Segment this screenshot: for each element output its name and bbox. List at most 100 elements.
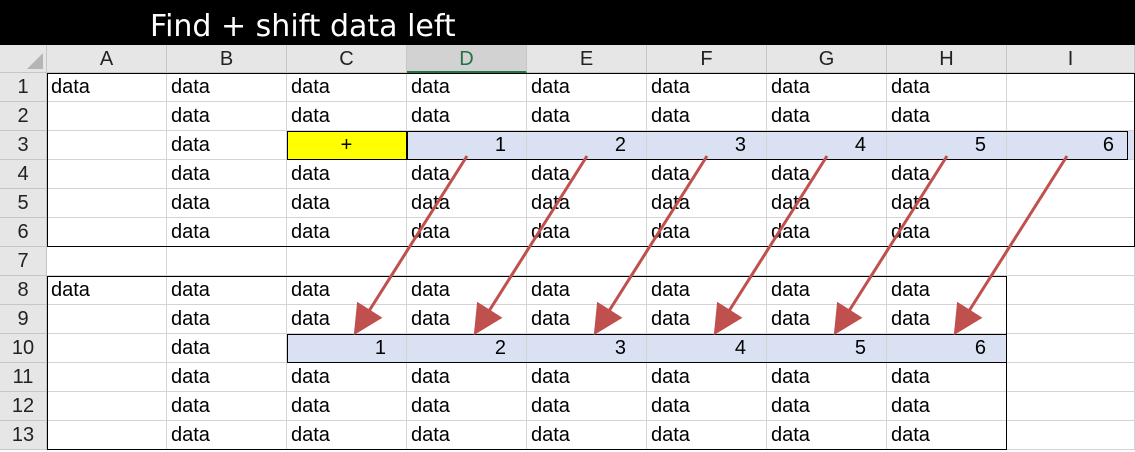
cell-a13[interactable] — [47, 421, 167, 450]
cell-e13[interactable]: data — [527, 421, 647, 450]
cell-c10[interactable]: 1 — [287, 334, 407, 363]
cell-c8[interactable]: data — [287, 276, 407, 305]
cell-e9[interactable]: data — [527, 305, 647, 334]
cell-b10[interactable]: data — [167, 334, 287, 363]
cell-c3[interactable]: + — [287, 131, 407, 160]
cell-d13[interactable]: data — [407, 421, 527, 450]
cell-g1[interactable]: data — [767, 73, 887, 102]
row-header-9[interactable]: 9 — [0, 305, 47, 334]
cell-h12[interactable]: data — [887, 392, 1007, 421]
cell-g11[interactable]: data — [767, 363, 887, 392]
cell-g7[interactable] — [767, 247, 887, 276]
row-header-8[interactable]: 8 — [0, 276, 47, 305]
cell-g2[interactable]: data — [767, 102, 887, 131]
cell-i13[interactable] — [1007, 421, 1135, 450]
cell-e2[interactable]: data — [527, 102, 647, 131]
cell-e10[interactable]: 3 — [527, 334, 647, 363]
cell-i9[interactable] — [1007, 305, 1135, 334]
cell-b11[interactable]: data — [167, 363, 287, 392]
cell-i7[interactable] — [1007, 247, 1135, 276]
cell-c7[interactable] — [287, 247, 407, 276]
cell-a2[interactable] — [47, 102, 167, 131]
column-header-f[interactable]: F — [647, 45, 767, 73]
cell-f1[interactable]: data — [647, 73, 767, 102]
cell-i8[interactable] — [1007, 276, 1135, 305]
cell-f10[interactable]: 4 — [647, 334, 767, 363]
cell-f12[interactable]: data — [647, 392, 767, 421]
column-header-d[interactable]: D — [407, 45, 527, 73]
cell-f5[interactable]: data — [647, 189, 767, 218]
cell-b13[interactable]: data — [167, 421, 287, 450]
column-header-b[interactable]: B — [167, 45, 287, 73]
cell-e4[interactable]: data — [527, 160, 647, 189]
cell-d6[interactable]: data — [407, 218, 527, 247]
cell-f9[interactable]: data — [647, 305, 767, 334]
cell-i5[interactable] — [1007, 189, 1135, 218]
cell-c12[interactable]: data — [287, 392, 407, 421]
cell-g10[interactable]: 5 — [767, 334, 887, 363]
cell-h10[interactable]: 6 — [887, 334, 1007, 363]
cell-d1[interactable]: data — [407, 73, 527, 102]
cell-a11[interactable] — [47, 363, 167, 392]
cell-h8[interactable]: data — [887, 276, 1007, 305]
cell-e6[interactable]: data — [527, 218, 647, 247]
row-header-12[interactable]: 12 — [0, 392, 47, 421]
cell-f3[interactable]: 3 — [647, 131, 767, 160]
cell-i3[interactable]: 6 — [1007, 131, 1135, 160]
cell-d7[interactable] — [407, 247, 527, 276]
cell-e1[interactable]: data — [527, 73, 647, 102]
cell-a1[interactable]: data — [47, 73, 167, 102]
cell-g8[interactable]: data — [767, 276, 887, 305]
cell-i2[interactable] — [1007, 102, 1135, 131]
cell-i11[interactable] — [1007, 363, 1135, 392]
row-header-2[interactable]: 2 — [0, 102, 47, 131]
row-header-11[interactable]: 11 — [0, 363, 47, 392]
cell-g12[interactable]: data — [767, 392, 887, 421]
cell-f8[interactable]: data — [647, 276, 767, 305]
cell-c5[interactable]: data — [287, 189, 407, 218]
cell-c13[interactable]: data — [287, 421, 407, 450]
spreadsheet-grid[interactable]: A B C D E F G H I 1 data data data data data data data da… — [0, 45, 1135, 452]
cell-c2[interactable]: data — [287, 102, 407, 131]
cell-b7[interactable] — [167, 247, 287, 276]
row-header-5[interactable]: 5 — [0, 189, 47, 218]
cell-f7[interactable] — [647, 247, 767, 276]
cell-e12[interactable]: data — [527, 392, 647, 421]
cell-h2[interactable]: data — [887, 102, 1007, 131]
column-header-a[interactable]: A — [47, 45, 167, 73]
cell-c6[interactable]: data — [287, 218, 407, 247]
select-all-corner[interactable] — [0, 45, 47, 73]
cell-h3[interactable]: 5 — [887, 131, 1007, 160]
cell-d5[interactable]: data — [407, 189, 527, 218]
row-header-6[interactable]: 6 — [0, 218, 47, 247]
cell-f6[interactable]: data — [647, 218, 767, 247]
cell-a10[interactable] — [47, 334, 167, 363]
cell-a3[interactable] — [47, 131, 167, 160]
cell-f13[interactable]: data — [647, 421, 767, 450]
cell-h7[interactable] — [887, 247, 1007, 276]
cell-g6[interactable]: data — [767, 218, 887, 247]
cell-b9[interactable]: data — [167, 305, 287, 334]
cell-a6[interactable] — [47, 218, 167, 247]
row-header-1[interactable]: 1 — [0, 73, 47, 102]
cell-i10[interactable] — [1007, 334, 1135, 363]
cell-g13[interactable]: data — [767, 421, 887, 450]
cell-a5[interactable] — [47, 189, 167, 218]
cell-d9[interactable]: data — [407, 305, 527, 334]
cell-b6[interactable]: data — [167, 218, 287, 247]
cell-c11[interactable]: data — [287, 363, 407, 392]
cell-d11[interactable]: data — [407, 363, 527, 392]
cell-g9[interactable]: data — [767, 305, 887, 334]
cell-h6[interactable]: data — [887, 218, 1007, 247]
cell-a12[interactable] — [47, 392, 167, 421]
cell-a4[interactable] — [47, 160, 167, 189]
cell-a8[interactable]: data — [47, 276, 167, 305]
cell-h11[interactable]: data — [887, 363, 1007, 392]
cell-b4[interactable]: data — [167, 160, 287, 189]
cell-i12[interactable] — [1007, 392, 1135, 421]
row-header-10[interactable]: 10 — [0, 334, 47, 363]
cell-e5[interactable]: data — [527, 189, 647, 218]
cell-d10[interactable]: 2 — [407, 334, 527, 363]
cell-d8[interactable]: data — [407, 276, 527, 305]
cell-f2[interactable]: data — [647, 102, 767, 131]
